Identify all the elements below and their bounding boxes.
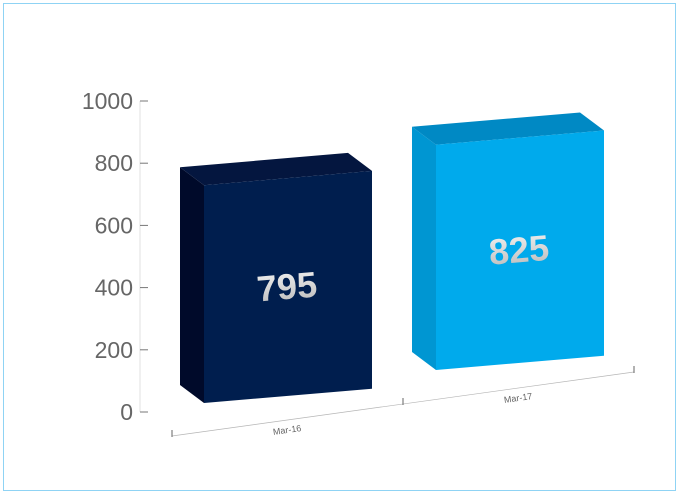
y-tick-label: 1000 <box>82 88 133 114</box>
x-category-label: Mar-16 <box>272 423 302 437</box>
bar-side-face <box>180 167 204 403</box>
y-tick-label: 0 <box>120 399 133 425</box>
y-tick-label: 200 <box>95 337 133 363</box>
data-label: 825 <box>487 227 550 273</box>
bar-side-face <box>412 127 436 370</box>
y-tick-label: 400 <box>95 275 133 301</box>
y-tick-label: 800 <box>95 150 133 176</box>
y-tick-label: 600 <box>95 212 133 238</box>
data-label: 795 <box>255 264 318 310</box>
x-category-label: Mar-17 <box>503 391 533 405</box>
